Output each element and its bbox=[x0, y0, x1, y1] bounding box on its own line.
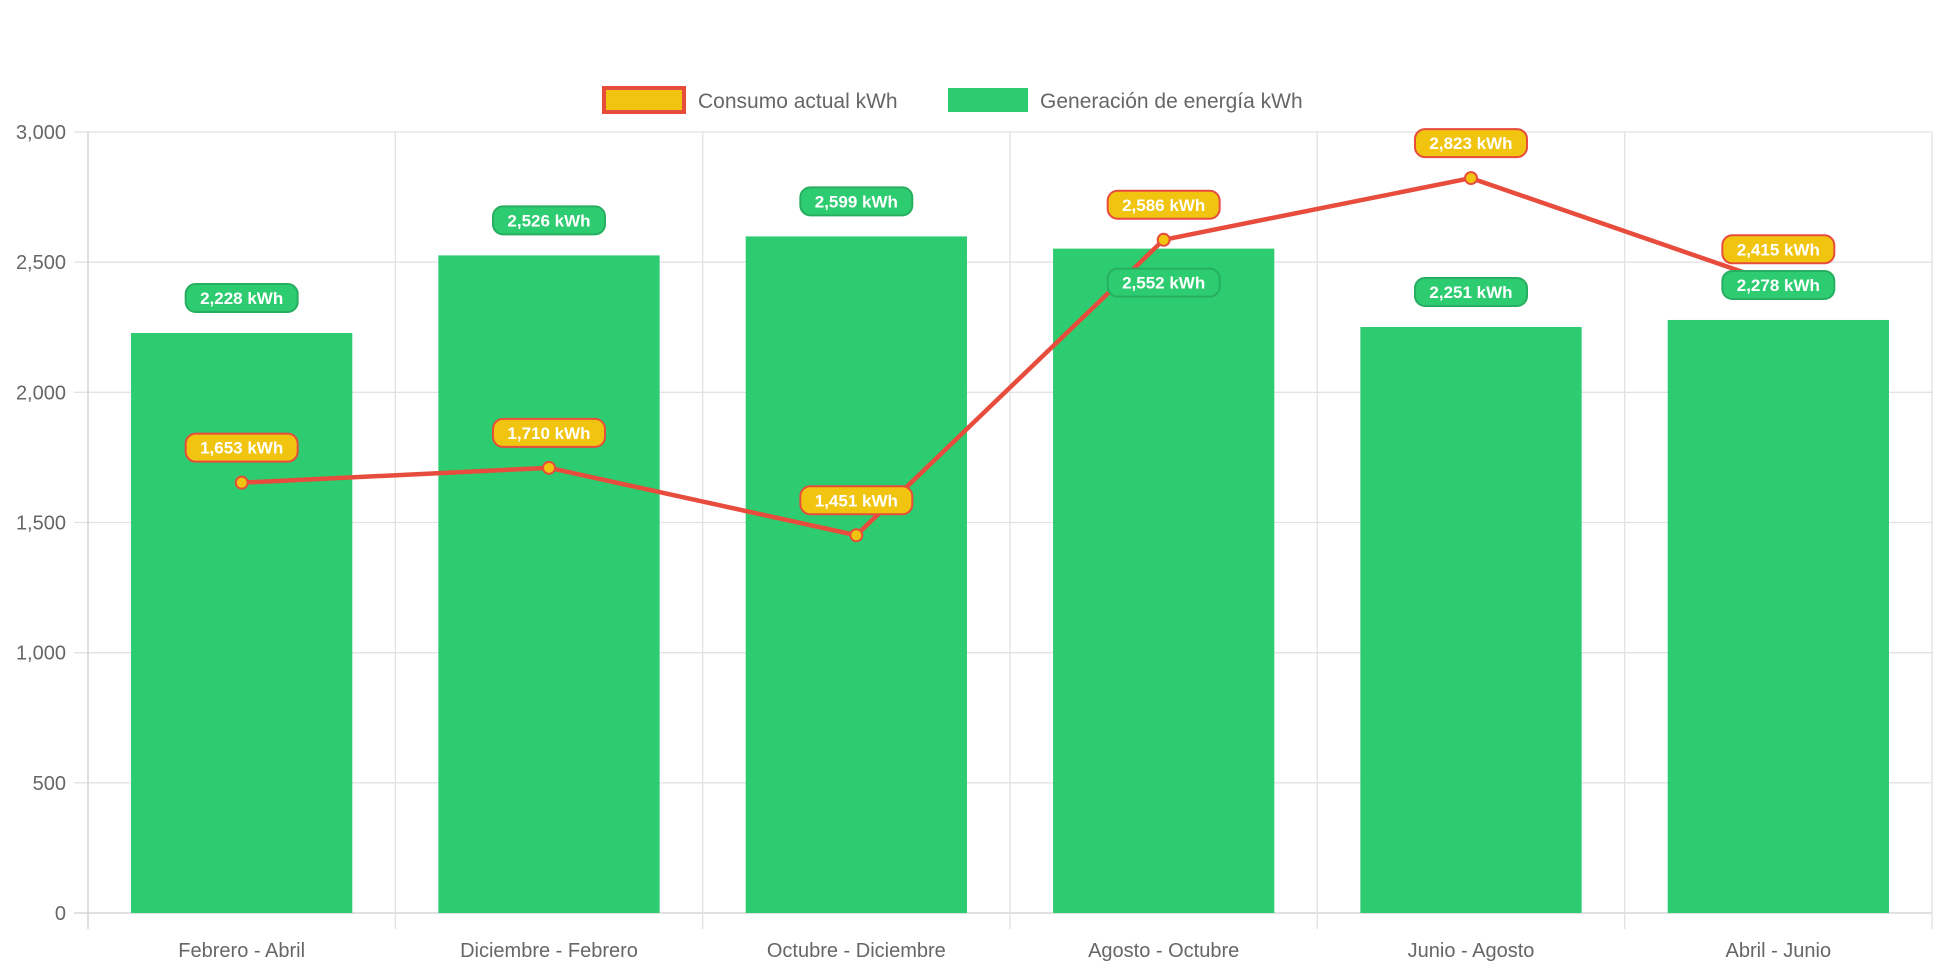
y-tick-label: 2,500 bbox=[16, 252, 66, 274]
bar bbox=[438, 255, 660, 913]
data-label: 2,599 kWh bbox=[815, 192, 898, 211]
x-tick-label: Diciembre - Febrero bbox=[460, 940, 638, 962]
data-label-box bbox=[1414, 276, 1528, 307]
legend[interactable]: Consumo actual kWh Generación de energía… bbox=[602, 86, 1303, 114]
data-label: 2,278 kWh bbox=[1737, 276, 1820, 295]
data-label-box bbox=[1721, 234, 1836, 265]
data-label: 2,526 kWh bbox=[507, 211, 590, 230]
x-tick-label: Abril - Junio bbox=[1726, 940, 1832, 962]
bar bbox=[745, 236, 967, 913]
data-label: 1,710 kWh bbox=[507, 424, 590, 443]
y-tick-label: 3,000 bbox=[16, 122, 66, 144]
data-labels: 2,228 kWh 2,526 kWh 2,599 kWh 2,552 kWh 2,25… bbox=[184, 128, 1836, 516]
data-label-box bbox=[1414, 128, 1528, 159]
legend-swatch-consumo[interactable] bbox=[602, 86, 686, 114]
y-tick-label: 500 bbox=[33, 773, 66, 795]
data-label-box bbox=[1106, 267, 1221, 298]
data-label-box bbox=[799, 186, 914, 217]
axes: 0 500 1,000 1,500 2,000 2,500 3,000 Febrero - A… bbox=[16, 122, 1831, 962]
data-label: 2,586 kWh bbox=[1122, 196, 1205, 215]
bar bbox=[1667, 319, 1889, 913]
y-tick-label: 0 bbox=[55, 903, 66, 925]
data-label: 2,552 kWh bbox=[1122, 274, 1205, 293]
bar bbox=[1053, 248, 1275, 913]
x-tick-label: Octubre - Diciembre bbox=[767, 940, 946, 962]
line-point bbox=[1464, 171, 1478, 186]
data-label-box bbox=[184, 282, 299, 313]
y-tick-label: 1,000 bbox=[16, 643, 66, 665]
data-label: 2,228 kWh bbox=[200, 289, 283, 308]
data-label-box bbox=[492, 417, 606, 448]
data-label-box bbox=[1106, 189, 1221, 220]
line-point bbox=[849, 528, 864, 543]
bars bbox=[131, 236, 1889, 914]
legend-swatch-generacion[interactable] bbox=[948, 88, 1028, 112]
line-point bbox=[234, 475, 249, 490]
consumo-line bbox=[241, 175, 1780, 538]
y-tick-label: 2,000 bbox=[16, 382, 66, 404]
grid bbox=[74, 131, 1933, 929]
y-tick-label: 1,500 bbox=[16, 513, 66, 535]
line-point bbox=[1156, 232, 1171, 247]
bar bbox=[1360, 326, 1582, 914]
data-label: 2,823 kWh bbox=[1429, 134, 1512, 153]
legend-label-consumo[interactable]: Consumo actual kWh bbox=[698, 90, 898, 113]
data-label-box bbox=[492, 205, 606, 236]
data-label-box bbox=[184, 432, 299, 463]
data-label: 1,451 kWh bbox=[815, 491, 898, 510]
line-point bbox=[542, 460, 556, 475]
x-tick-label: Febrero - Abril bbox=[178, 940, 305, 962]
data-label-box bbox=[1721, 269, 1836, 300]
data-label: 1,653 kWh bbox=[200, 439, 283, 458]
x-tick-label: Agosto - Octubre bbox=[1088, 940, 1239, 962]
legend-label-generacion[interactable]: Generación de energía kWh bbox=[1040, 90, 1303, 113]
data-label-box bbox=[799, 485, 914, 516]
bar bbox=[131, 332, 353, 914]
data-label: 2,415 kWh bbox=[1737, 240, 1820, 259]
data-label: 2,251 kWh bbox=[1429, 283, 1512, 302]
x-tick-label: Junio - Agosto bbox=[1408, 940, 1535, 962]
